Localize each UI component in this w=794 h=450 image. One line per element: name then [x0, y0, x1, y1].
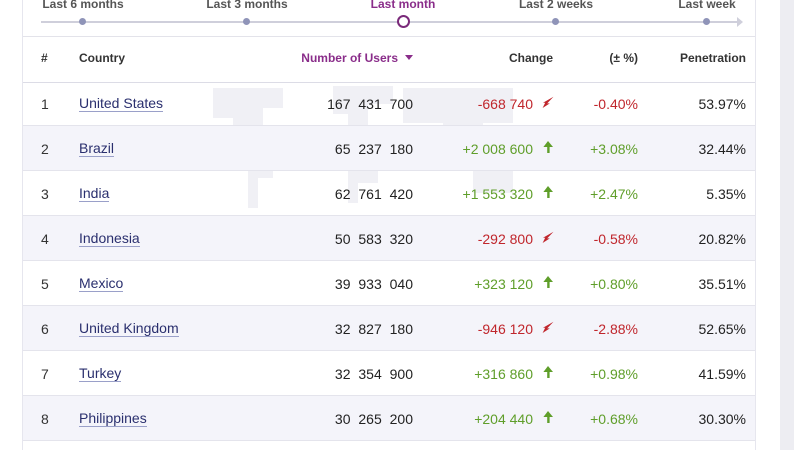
- change-cell: +316 860: [474, 366, 533, 382]
- column-header-users-label: Number of Users: [301, 51, 398, 65]
- users-cell: 50 583 320: [334, 231, 413, 247]
- table-row: 6 United Kingdom 32 827 180 -946 120 -2.88% 5…: [23, 306, 755, 351]
- statistics-panel: Last 6 months Last 3 months Last month L…: [22, 0, 756, 450]
- users-cell: 39 933 040: [334, 276, 413, 292]
- trend-up-arrow-icon: [543, 141, 553, 153]
- period-stop-last-month[interactable]: Last month: [333, 0, 473, 32]
- period-dot[interactable]: [79, 18, 86, 25]
- penetration-cell: 41.59%: [698, 366, 746, 382]
- rank-cell: 7: [41, 366, 49, 382]
- column-header-rank: #: [41, 51, 48, 65]
- slider-end-arrow-icon: [737, 17, 743, 27]
- trend-up-arrow-icon: [543, 276, 553, 288]
- period-dot[interactable]: [703, 18, 710, 25]
- rank-cell: 6: [41, 321, 49, 337]
- trend-down-arrow-icon: [542, 321, 554, 333]
- penetration-cell: 32.44%: [698, 141, 746, 157]
- rank-cell: 3: [41, 186, 49, 202]
- table-row: 3 India 62 761 420 +1 553 320 +2.47% 5.35%: [23, 171, 755, 216]
- table-row: 4 Indonesia 50 583 320 -292 800 -0.58% 20.82%: [23, 216, 755, 261]
- penetration-cell: 30.30%: [698, 411, 746, 427]
- rank-cell: 1: [41, 96, 49, 112]
- penetration-cell: 5.35%: [706, 186, 746, 202]
- period-label: Last 6 months: [42, 0, 124, 11]
- period-slider[interactable]: Last 6 months Last 3 months Last month L…: [23, 0, 755, 36]
- change-cell: -292 800: [477, 231, 533, 247]
- page-scrollbar[interactable]: [780, 0, 794, 450]
- table-row: 2 Brazil 65 237 180 +2 008 600 +3.08% 32.44%: [23, 126, 755, 171]
- users-cell: 167 431 700: [327, 96, 413, 112]
- country-link[interactable]: Indonesia: [79, 230, 140, 247]
- pct-change-cell: -0.40%: [593, 96, 638, 112]
- table-header: # Country Number of Users Change (± %) P…: [23, 36, 755, 83]
- column-header-penetration[interactable]: Penetration: [679, 51, 746, 65]
- penetration-cell: 35.51%: [698, 276, 746, 292]
- country-link[interactable]: United Kingdom: [79, 320, 179, 337]
- pct-change-cell: +0.68%: [590, 411, 638, 427]
- period-dot[interactable]: [552, 18, 559, 25]
- column-header-pct[interactable]: (± %): [609, 51, 638, 65]
- penetration-cell: 52.65%: [698, 321, 746, 337]
- rank-cell: 4: [41, 231, 49, 247]
- users-cell: 62 761 420: [334, 186, 413, 202]
- country-link[interactable]: India: [79, 185, 110, 202]
- table-row: 1 United States 167 431 700 -668 740 -0.40% 5…: [23, 81, 755, 126]
- rank-cell: 2: [41, 141, 49, 157]
- table-row: 7 Turkey 32 354 900 +316 860 +0.98% 41.59%: [23, 351, 755, 396]
- rank-cell: 5: [41, 276, 49, 292]
- period-label: Last 3 months: [206, 0, 288, 11]
- table-row: 8 Philippines 30 265 200 +204 440 +0.68% 30.3…: [23, 396, 755, 441]
- penetration-cell: 20.82%: [698, 231, 746, 247]
- trend-down-arrow-icon: [542, 96, 554, 108]
- pct-change-cell: +2.47%: [590, 186, 638, 202]
- trend-up-arrow-icon: [543, 186, 553, 198]
- period-label: Last week: [678, 0, 736, 11]
- change-cell: -668 740: [477, 96, 533, 112]
- slider-track: [41, 21, 741, 23]
- country-link[interactable]: Philippines: [79, 410, 147, 427]
- country-link[interactable]: Turkey: [79, 365, 122, 382]
- users-cell: 32 827 180: [334, 321, 413, 337]
- table-row: 5 Mexico 39 933 040 +323 120 +0.80% 35.51%: [23, 261, 755, 306]
- pct-change-cell: +0.98%: [590, 366, 638, 382]
- period-handle[interactable]: [397, 15, 410, 28]
- pct-change-cell: +0.80%: [590, 276, 638, 292]
- period-dot[interactable]: [243, 18, 250, 25]
- country-link[interactable]: Mexico: [79, 275, 124, 292]
- column-header-country[interactable]: Country: [79, 51, 125, 65]
- change-cell: +1 553 320: [462, 186, 533, 202]
- period-stop-last-3-months[interactable]: Last 3 months: [177, 0, 317, 32]
- caret-down-icon: [405, 55, 413, 60]
- column-header-change[interactable]: Change: [508, 51, 553, 65]
- change-cell: +323 120: [474, 276, 533, 292]
- pct-change-cell: -2.88%: [593, 321, 638, 337]
- period-stop-last-week[interactable]: Last week: [637, 0, 777, 32]
- change-cell: +204 440: [474, 411, 533, 427]
- trend-up-arrow-icon: [543, 366, 553, 378]
- period-label: Last month: [370, 0, 436, 11]
- users-cell: 65 237 180: [334, 141, 413, 157]
- period-label: Last 2 weeks: [518, 0, 594, 11]
- period-stop-last-6-months[interactable]: Last 6 months: [13, 0, 153, 32]
- column-header-users[interactable]: Number of Users: [301, 51, 413, 65]
- change-cell: -946 120: [477, 321, 533, 337]
- trend-down-arrow-icon: [542, 231, 554, 243]
- users-cell: 32 354 900: [334, 366, 413, 382]
- penetration-cell: 53.97%: [698, 96, 746, 112]
- change-cell: +2 008 600: [462, 141, 533, 157]
- users-cell: 30 265 200: [334, 411, 413, 427]
- trend-up-arrow-icon: [543, 411, 553, 423]
- pct-change-cell: +3.08%: [590, 141, 638, 157]
- country-link[interactable]: Brazil: [79, 140, 115, 157]
- rank-cell: 8: [41, 411, 49, 427]
- pct-change-cell: -0.58%: [593, 231, 638, 247]
- country-link[interactable]: United States: [79, 95, 164, 112]
- period-stop-last-2-weeks[interactable]: Last 2 weeks: [486, 0, 626, 32]
